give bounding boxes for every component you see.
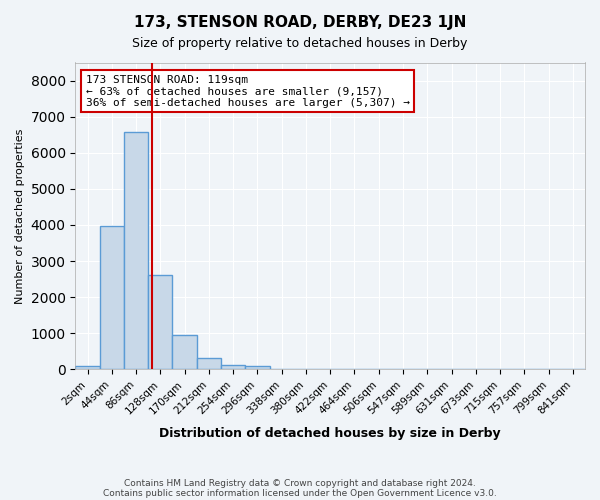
Y-axis label: Number of detached properties: Number of detached properties	[15, 128, 25, 304]
X-axis label: Distribution of detached houses by size in Derby: Distribution of detached houses by size …	[160, 427, 501, 440]
Text: Contains public sector information licensed under the Open Government Licence v3: Contains public sector information licen…	[103, 490, 497, 498]
Text: Size of property relative to detached houses in Derby: Size of property relative to detached ho…	[133, 38, 467, 51]
Text: 173 STENSON ROAD: 119sqm
← 63% of detached houses are smaller (9,157)
36% of sem: 173 STENSON ROAD: 119sqm ← 63% of detach…	[86, 75, 410, 108]
Bar	[197, 358, 221, 370]
Bar	[148, 276, 172, 370]
Bar	[100, 226, 124, 370]
Bar	[124, 132, 148, 370]
Bar	[221, 365, 245, 370]
Bar	[172, 334, 197, 370]
Text: 173, STENSON ROAD, DERBY, DE23 1JN: 173, STENSON ROAD, DERBY, DE23 1JN	[134, 15, 466, 30]
Bar	[245, 366, 269, 370]
Text: Contains HM Land Registry data © Crown copyright and database right 2024.: Contains HM Land Registry data © Crown c…	[124, 478, 476, 488]
Bar	[76, 366, 100, 370]
